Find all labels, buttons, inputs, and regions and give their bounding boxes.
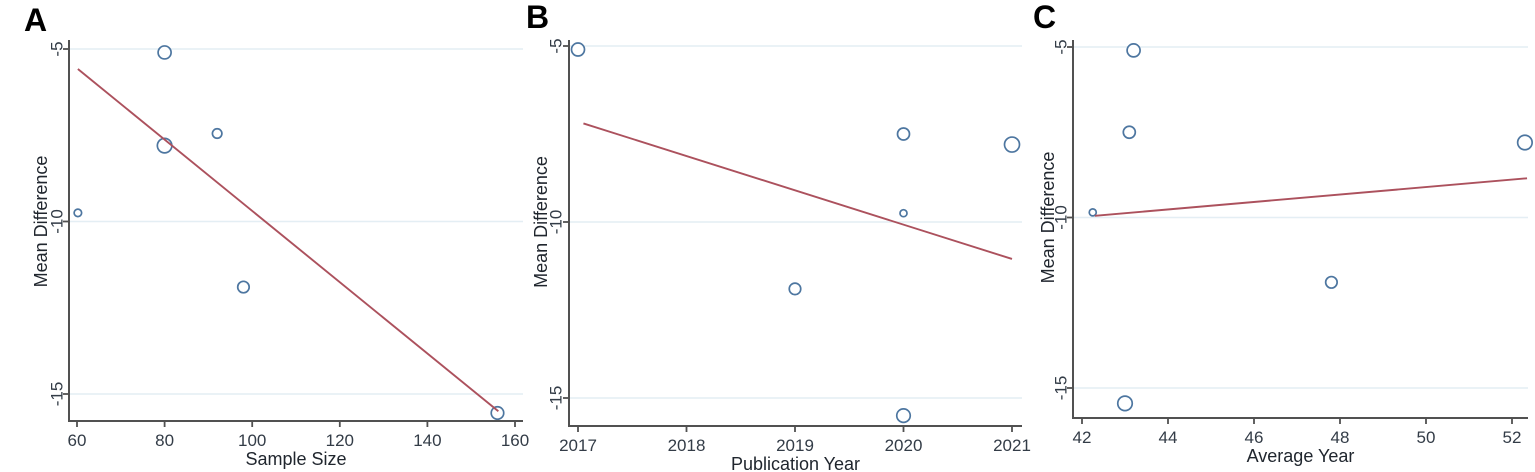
x-tick-label: 2021 [993,436,1031,455]
x-tick-label: 2019 [776,436,814,455]
data-point [899,208,908,218]
x-tick-label: 2017 [559,436,597,455]
x-tick-label: 48 [1331,428,1350,447]
y-tick-label: -15 [48,382,67,407]
panel-label-b: B [526,0,550,35]
x-tick-label: 50 [1417,428,1436,447]
data-point [788,282,802,296]
data-point [570,42,586,57]
x-tick-label: 80 [155,431,174,450]
data-point [896,127,911,141]
x-tick-label: 160 [501,431,529,450]
data-point [73,208,83,218]
x-axis-title: Sample Size [245,449,346,469]
regression-line [583,122,1013,260]
x-axis-title: Average Year [1247,446,1355,466]
data-point [1122,125,1137,140]
data-point [1116,395,1134,412]
panel-label-a: A [24,2,48,38]
panel-label-c: C [1033,0,1057,35]
data-point [1324,275,1339,289]
y-axis-title: Mean Difference [31,156,51,288]
data-point [1003,136,1021,153]
data-point [895,408,912,424]
x-tick-label: 42 [1073,428,1092,447]
x-tick-label: 2020 [885,436,923,455]
data-point [157,45,172,60]
y-tick-label: -10 [1052,205,1071,230]
data-point [490,405,505,421]
y-axis-title: Mean Difference [531,156,551,288]
data-point [236,280,251,294]
x-tick-label: 46 [1245,428,1264,447]
x-tick-label: 140 [413,431,441,450]
y-tick-label: -5 [547,38,566,53]
regression-line [1094,177,1528,217]
y-tick-label: -10 [48,209,67,234]
x-tick-label: 52 [1503,428,1522,447]
y-tick-label: -10 [547,210,566,235]
regression-line [77,68,499,412]
y-tick-label: -15 [547,386,566,411]
y-tick-label: -5 [1052,39,1071,54]
y-axis-title: Mean Difference [1038,152,1058,284]
x-tick-label: 2018 [668,436,706,455]
data-point [1126,43,1141,58]
x-axis-title: Publication Year [731,454,860,472]
y-tick-label: -15 [1052,376,1071,401]
y-tick-label: -5 [48,41,67,56]
x-tick-label: 120 [326,431,354,450]
x-tick-label: 60 [68,431,87,450]
data-point [1516,134,1534,151]
data-point [1088,208,1098,217]
x-tick-label: 100 [238,431,266,450]
data-point [211,127,223,140]
x-tick-label: 44 [1159,428,1178,447]
